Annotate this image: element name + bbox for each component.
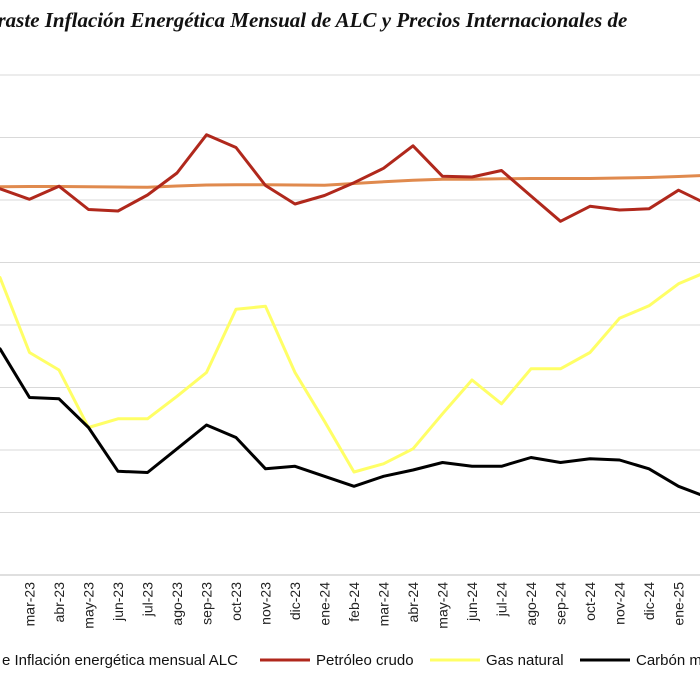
x-tick-label: ago-23 xyxy=(169,582,185,626)
x-tick-label: jul-23 xyxy=(140,582,156,617)
grid-lines xyxy=(0,74,700,576)
x-tick-label: feb-24 xyxy=(346,582,362,622)
chart-title: ntraste Inflación Energética Mensual de … xyxy=(0,8,628,32)
x-tick-label: mar-24 xyxy=(376,582,392,627)
x-tick-label: nov-24 xyxy=(612,582,628,625)
x-tick-label: abr-24 xyxy=(405,582,421,623)
legend-label: Gas natural xyxy=(486,652,564,669)
x-tick-label: may-24 xyxy=(435,582,451,629)
x-tick-label: oct-24 xyxy=(582,582,598,621)
x-tick-label: nov-23 xyxy=(258,582,274,625)
x-tick-label: dic-24 xyxy=(641,582,657,620)
x-tick-label: sep-24 xyxy=(553,582,569,625)
x-axis-ticks: mar-23 abr-23 may-23 jun-23 jul-23 ago-23 sep-… xyxy=(22,582,687,629)
x-tick-label: abr-23 xyxy=(51,582,67,623)
series-line-3 xyxy=(0,347,700,497)
legend-label: e Inflación energética mensual ALC xyxy=(2,652,238,669)
x-tick-label: ene-25 xyxy=(671,582,687,626)
x-tick-label: jun-24 xyxy=(464,582,480,622)
x-tick-label: jun-23 xyxy=(110,582,126,622)
x-tick-label: ago-24 xyxy=(523,582,539,626)
x-tick-label: ene-24 xyxy=(317,582,333,626)
series-line-2 xyxy=(0,273,700,474)
legend: e Inflación energética mensual ALC Petról… xyxy=(2,652,700,669)
x-tick-label: sep-23 xyxy=(199,582,215,625)
x-tick-label: mar-23 xyxy=(22,582,38,627)
legend-label: Carbón m xyxy=(636,652,700,669)
x-tick-label: jul-24 xyxy=(494,582,510,617)
x-tick-label: dic-23 xyxy=(287,582,303,620)
x-tick-label: oct-23 xyxy=(228,582,244,621)
legend-label: Petróleo crudo xyxy=(316,652,414,669)
series-line-1 xyxy=(0,133,700,223)
x-tick-label: may-23 xyxy=(81,582,97,629)
series-layer xyxy=(0,133,700,497)
